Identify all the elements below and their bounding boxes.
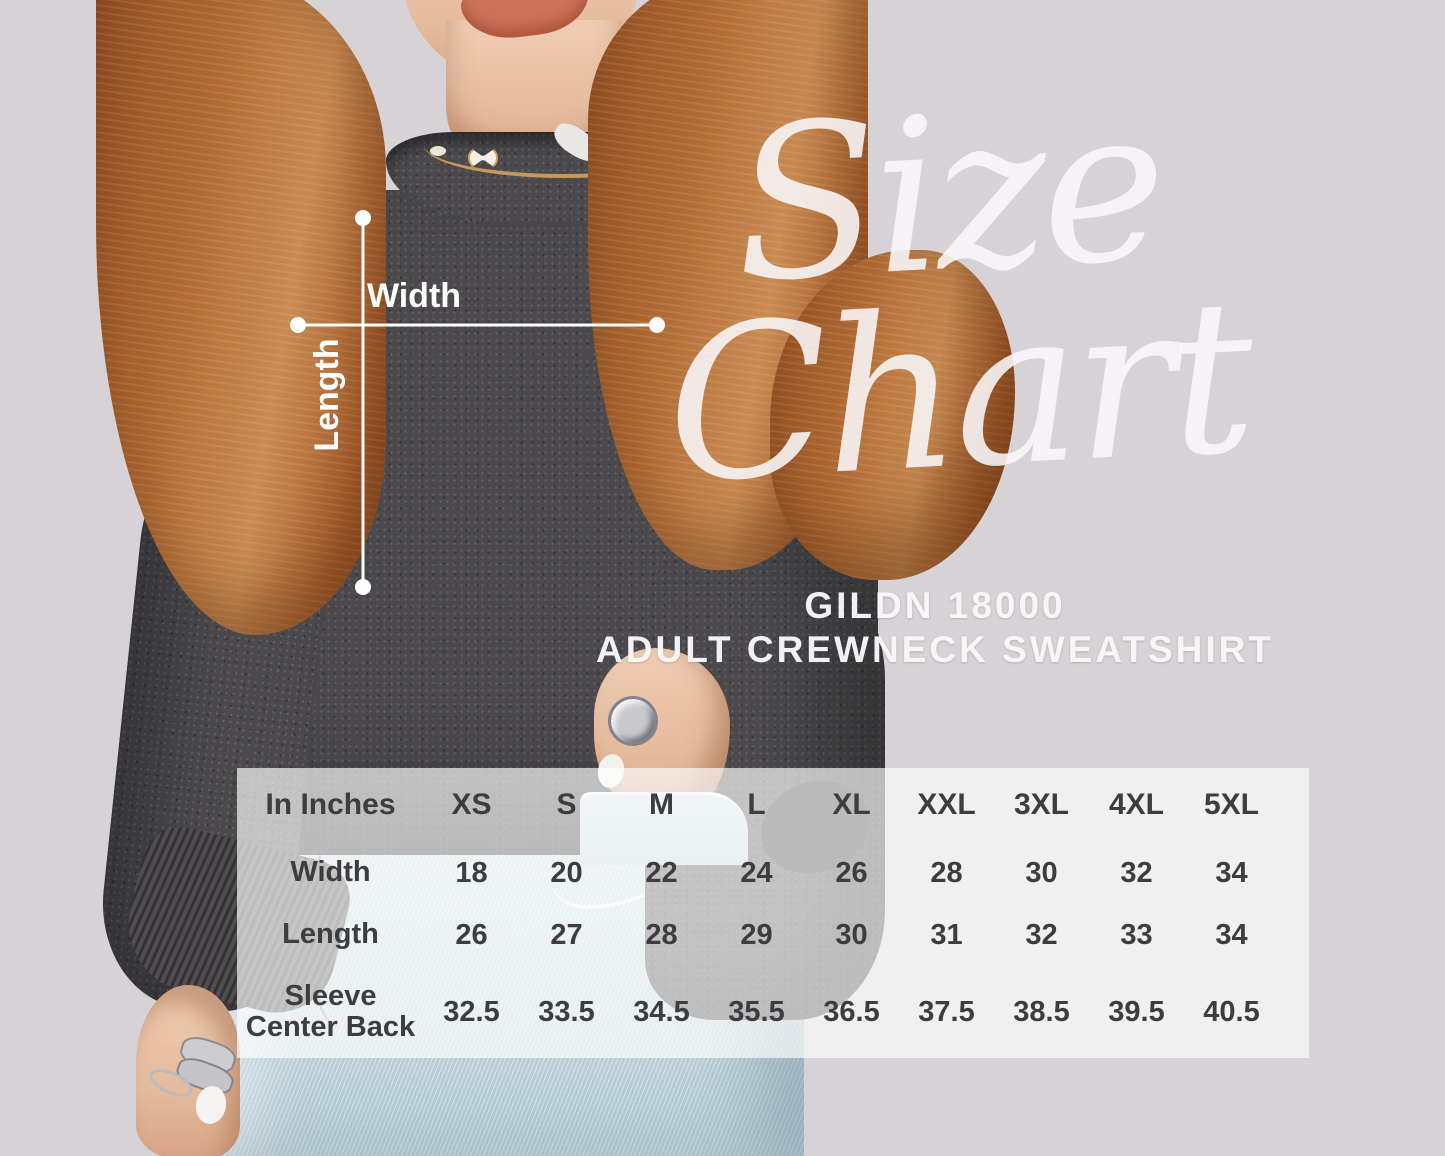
product-subtitle: GILDN 18000 ADULT CREWNECK SWEATSHIRT <box>565 584 1305 672</box>
silver-ring <box>608 696 658 746</box>
size-column-header: S <box>556 788 577 821</box>
size-value: 30 <box>1025 856 1058 889</box>
size-value: 22 <box>645 856 678 889</box>
measurement-row-label: Sleeve Center Back <box>245 979 416 1043</box>
size-value: 26 <box>835 856 868 889</box>
size-table-row: Sleeve Center Back 32.5 33.5 34.5 35.5 36.5 37… <box>237 966 1309 1058</box>
measurement-row-label: Width <box>290 856 371 889</box>
model-hair-right-lower <box>770 250 1015 580</box>
size-value: 34 <box>1215 918 1248 951</box>
measure-endpoint-dot <box>355 210 371 226</box>
size-value: 27 <box>550 918 583 951</box>
size-value: 26 <box>455 918 488 951</box>
size-table-row: Length 26 27 28 29 30 31 32 33 34 <box>237 904 1309 966</box>
necklace-pearl <box>430 146 446 156</box>
size-value: 39.5 <box>1108 995 1165 1028</box>
measure-endpoint-dot <box>355 579 371 595</box>
size-column-header: 3XL <box>1013 788 1070 821</box>
size-value: 33 <box>1120 918 1153 951</box>
size-value: 30 <box>835 918 868 951</box>
size-value: 38.5 <box>1013 995 1070 1028</box>
size-value: 40.5 <box>1203 995 1260 1028</box>
size-value: 18 <box>455 856 488 889</box>
size-value: 31 <box>930 918 963 951</box>
width-measure-label: Width <box>367 277 461 315</box>
size-value: 33.5 <box>538 995 595 1028</box>
size-column-header: M <box>649 788 674 821</box>
size-table-row: Width 18 20 22 24 26 28 30 32 34 <box>237 842 1309 904</box>
size-column-header: XS <box>451 788 492 821</box>
size-value: 32 <box>1025 918 1058 951</box>
subtitle-line-1: GILDN 18000 <box>804 585 1066 626</box>
size-column-header: 5XL <box>1203 788 1260 821</box>
size-value: 34 <box>1215 856 1248 889</box>
size-value: 32 <box>1120 856 1153 889</box>
size-value: 28 <box>930 856 963 889</box>
size-value: 36.5 <box>823 995 880 1028</box>
measurement-row-label: Length <box>282 918 379 951</box>
size-value: 24 <box>740 856 773 889</box>
page-title: Size Chart <box>615 60 1290 531</box>
units-label: In Inches <box>265 787 396 821</box>
size-value: 37.5 <box>918 995 975 1028</box>
size-table: In Inches XS S M L XL XXL 3XL 4XL 5XL Width 18 20 22 2… <box>237 768 1309 1058</box>
length-measure-label: Length <box>308 338 346 451</box>
size-value: 28 <box>645 918 678 951</box>
size-value: 35.5 <box>728 995 785 1028</box>
size-value: 34.5 <box>633 995 690 1028</box>
measure-endpoint-dot <box>290 317 306 333</box>
size-column-header: L <box>747 788 766 821</box>
size-column-header: XXL <box>917 788 976 821</box>
size-value: 32.5 <box>443 995 500 1028</box>
size-table-header-row: In Inches XS S M L XL XXL 3XL 4XL 5XL <box>237 768 1309 842</box>
size-value: 20 <box>550 856 583 889</box>
size-value: 29 <box>740 918 773 951</box>
measure-endpoint-dot <box>649 317 665 333</box>
size-column-header: 4XL <box>1108 788 1165 821</box>
size-column-header: XL <box>832 788 871 821</box>
title-line-2: Chart <box>660 252 1255 531</box>
subtitle-line-2: ADULT CREWNECK SWEATSHIRT <box>596 629 1274 670</box>
